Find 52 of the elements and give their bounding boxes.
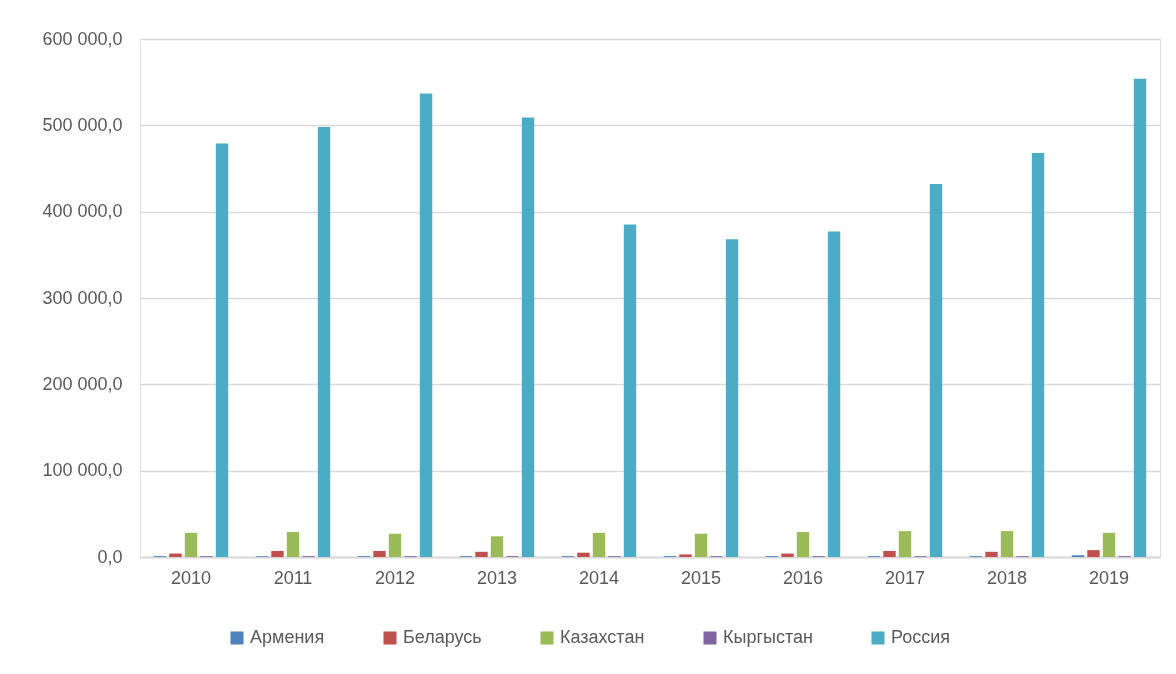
bar bbox=[827, 231, 841, 557]
bar bbox=[286, 531, 300, 557]
bar bbox=[1133, 78, 1147, 557]
bar bbox=[1102, 532, 1116, 557]
bar bbox=[271, 550, 284, 557]
bar bbox=[1031, 152, 1045, 557]
bar bbox=[169, 553, 182, 557]
y-tick-label: 500 000,0 bbox=[42, 114, 123, 135]
bar bbox=[475, 551, 488, 557]
x-tick-label: 2015 bbox=[680, 567, 722, 588]
bar bbox=[215, 143, 229, 557]
bar bbox=[388, 533, 402, 557]
y-tick-label: 0,0 bbox=[97, 546, 123, 567]
bar bbox=[184, 532, 198, 557]
bar bbox=[317, 127, 331, 557]
bar bbox=[694, 533, 708, 557]
bar bbox=[419, 93, 433, 557]
bar bbox=[929, 184, 943, 557]
x-tick-label: 2014 bbox=[578, 567, 620, 588]
bar bbox=[490, 536, 504, 557]
x-tick-label: 2011 bbox=[273, 567, 313, 588]
x-tick-label: 2012 bbox=[374, 567, 416, 588]
bar bbox=[592, 532, 606, 557]
y-tick-label: 300 000,0 bbox=[42, 287, 123, 308]
y-tick-label: 600 000,0 bbox=[42, 28, 123, 49]
y-tick-label: 400 000,0 bbox=[42, 201, 123, 222]
legend-label: Беларусь bbox=[403, 627, 482, 647]
bar bbox=[521, 117, 535, 557]
x-tick-label: 2017 bbox=[884, 567, 926, 588]
x-tick-label: 2010 bbox=[170, 567, 212, 588]
bar bbox=[985, 551, 998, 557]
bar bbox=[577, 552, 590, 557]
bar bbox=[781, 553, 794, 557]
legend-label: Россия bbox=[891, 627, 951, 647]
y-tick-label: 100 000,0 bbox=[42, 460, 123, 481]
bar bbox=[679, 554, 692, 557]
bar bbox=[796, 531, 810, 557]
bar bbox=[1087, 550, 1100, 557]
legend-label: Кыргыстан bbox=[723, 627, 813, 647]
bar bbox=[725, 239, 739, 557]
bar bbox=[1000, 531, 1014, 557]
x-tick-label: 2019 bbox=[1088, 567, 1130, 588]
legend-label: Армения bbox=[250, 627, 325, 647]
legend-label: Казахстан bbox=[560, 627, 645, 647]
bar bbox=[883, 550, 896, 557]
x-tick-label: 2018 bbox=[986, 567, 1028, 588]
y-tick-label: 200 000,0 bbox=[42, 373, 123, 394]
bar bbox=[623, 224, 637, 557]
bar bbox=[898, 531, 912, 557]
x-tick-label: 2013 bbox=[476, 567, 518, 588]
bar bbox=[373, 550, 386, 557]
x-tick-label: 2016 bbox=[782, 567, 824, 588]
